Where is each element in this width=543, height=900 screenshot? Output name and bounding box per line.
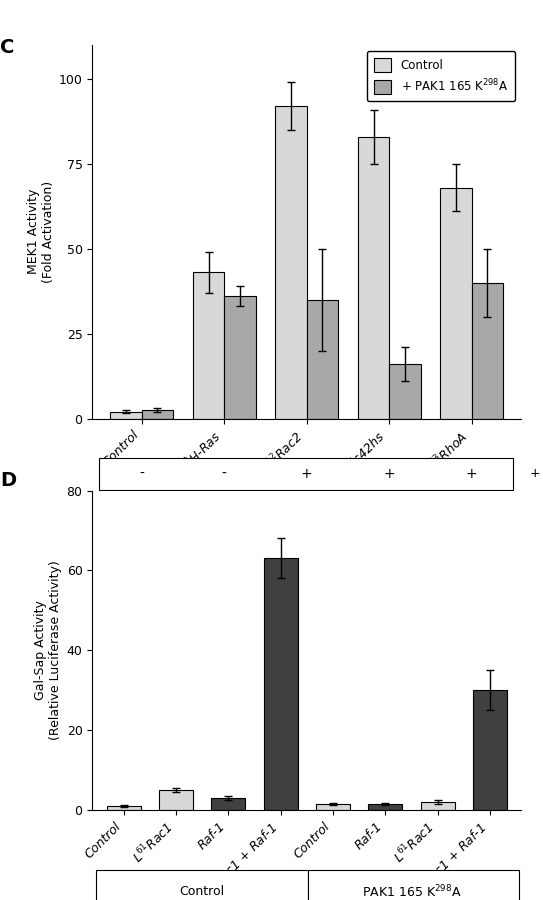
FancyBboxPatch shape [99,457,513,490]
Text: +: + [383,467,395,481]
Text: D: D [0,472,16,491]
Text: +: + [301,467,313,481]
Bar [193,273,224,418]
Bar [307,300,338,418]
Text: +: + [466,467,478,481]
Bar [275,106,307,418]
FancyBboxPatch shape [97,870,308,900]
Text: + wt Raf-1: + wt Raf-1 [529,467,543,481]
Bar [473,690,507,810]
Bar [224,296,256,418]
Bar [316,804,350,810]
Bar [440,187,472,418]
Bar [421,802,454,810]
Text: -: - [222,467,227,481]
Bar [211,798,245,810]
Text: C: C [0,38,15,57]
Bar [358,137,389,418]
Bar [110,411,142,418]
Text: PAK1 165 K$^{298}$A: PAK1 165 K$^{298}$A [362,884,461,900]
Y-axis label: Gal-Sap Activity
(Relative Luciferase Activity): Gal-Sap Activity (Relative Luciferase Ac… [34,561,62,740]
Text: -: - [140,467,144,481]
Text: Control: Control [180,886,225,898]
Legend: Control, + PAK1 165 K$^{298}$A: Control, + PAK1 165 K$^{298}$A [367,51,515,102]
Bar [106,806,141,810]
Bar [472,283,503,419]
Bar [142,410,173,419]
Bar [389,364,421,418]
Bar [368,804,402,810]
Bar [159,790,193,810]
Y-axis label: MEK1 Activity
(Fold Activation): MEK1 Activity (Fold Activation) [27,181,54,283]
FancyBboxPatch shape [308,870,519,900]
Bar [264,558,298,810]
